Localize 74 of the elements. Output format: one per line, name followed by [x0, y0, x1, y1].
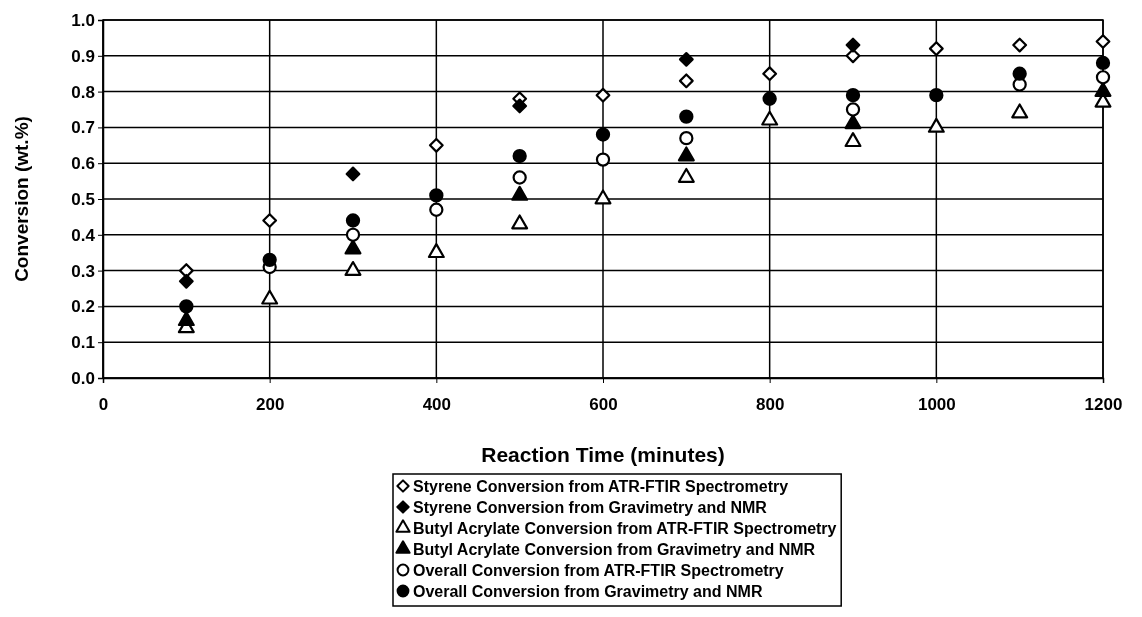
- point: [262, 252, 277, 267]
- point: [1012, 66, 1027, 81]
- y-axis-title: Conversion (wt.%): [11, 116, 32, 282]
- x-tick-label: 1000: [917, 394, 956, 414]
- x-axis-title: Reaction Time (minutes): [481, 443, 725, 466]
- point: [261, 289, 279, 305]
- point: [679, 109, 694, 124]
- point: [1095, 70, 1111, 85]
- point: [512, 148, 527, 164]
- x-tick-label: 0: [98, 394, 109, 414]
- point: [512, 170, 527, 185]
- point: [844, 114, 862, 130]
- point: [1095, 34, 1111, 49]
- point: [595, 127, 611, 142]
- y-tick-label: 0.2: [71, 297, 95, 317]
- point: [1012, 37, 1028, 53]
- legend-label: Butyl Acrylate Conversion from ATR-FTIR Spectrometry: [413, 520, 837, 537]
- point: [595, 87, 611, 103]
- x-tick-label: 400: [422, 394, 452, 414]
- x-tick-label: 800: [755, 394, 785, 414]
- point: [928, 41, 944, 57]
- point: [179, 299, 194, 314]
- point: [677, 146, 695, 162]
- point: [845, 48, 861, 64]
- point: [762, 66, 778, 82]
- point: [262, 213, 278, 228]
- y-tick-label: 0.6: [71, 154, 95, 174]
- x-tick-label: 200: [255, 394, 285, 414]
- x-tick-label: 600: [589, 394, 618, 414]
- point: [511, 185, 529, 201]
- legend-label: Overall Conversion from Gravimetry and NMR: [413, 583, 763, 600]
- point: [762, 91, 777, 106]
- point: [927, 117, 945, 133]
- y-tick-label: 0.7: [71, 118, 95, 138]
- point: [845, 37, 861, 53]
- y-tick-label: 0.4: [71, 225, 96, 245]
- point: [845, 88, 861, 103]
- point: [429, 188, 444, 203]
- point: [345, 166, 361, 182]
- y-tick-label: 0.0: [71, 368, 95, 388]
- point: [428, 137, 444, 153]
- point: [345, 213, 361, 228]
- legend-label: Styrene Conversion from Gravimetry and NMR: [413, 499, 768, 516]
- point: [844, 132, 862, 148]
- y-tick-label: 0.5: [71, 189, 95, 209]
- point: [427, 243, 445, 259]
- y-tick-label: 0.9: [71, 46, 95, 66]
- legend-label: Overall Conversion from ATR-FTIR Spectrometry: [413, 562, 784, 579]
- point: [595, 152, 611, 167]
- legend-label: Styrene Conversion from ATR-FTIR Spectrometry: [413, 478, 789, 495]
- point: [511, 214, 529, 230]
- y-tick-label: 0.1: [71, 333, 95, 353]
- point: [345, 227, 361, 242]
- point: [429, 202, 444, 217]
- point: [678, 73, 694, 89]
- point: [929, 88, 944, 103]
- point: [177, 311, 195, 327]
- point: [1011, 103, 1029, 119]
- point: [677, 167, 695, 183]
- y-tick-label: 0.3: [71, 261, 95, 281]
- y-tick-label: 1.0: [71, 10, 95, 30]
- point: [761, 110, 779, 126]
- x-tick-label: 1200: [1084, 394, 1123, 414]
- point: [344, 239, 362, 255]
- point: [1095, 55, 1111, 71]
- point: [679, 131, 694, 146]
- point: [178, 273, 194, 289]
- point: [594, 189, 612, 205]
- legend-label: Butyl Acrylate Conversion from Gravimetry and NMR: [413, 541, 816, 558]
- point: [344, 260, 362, 276]
- point: [678, 51, 694, 67]
- point: [845, 102, 861, 117]
- y-tick-label: 0.8: [71, 82, 95, 102]
- point: [512, 98, 528, 114]
